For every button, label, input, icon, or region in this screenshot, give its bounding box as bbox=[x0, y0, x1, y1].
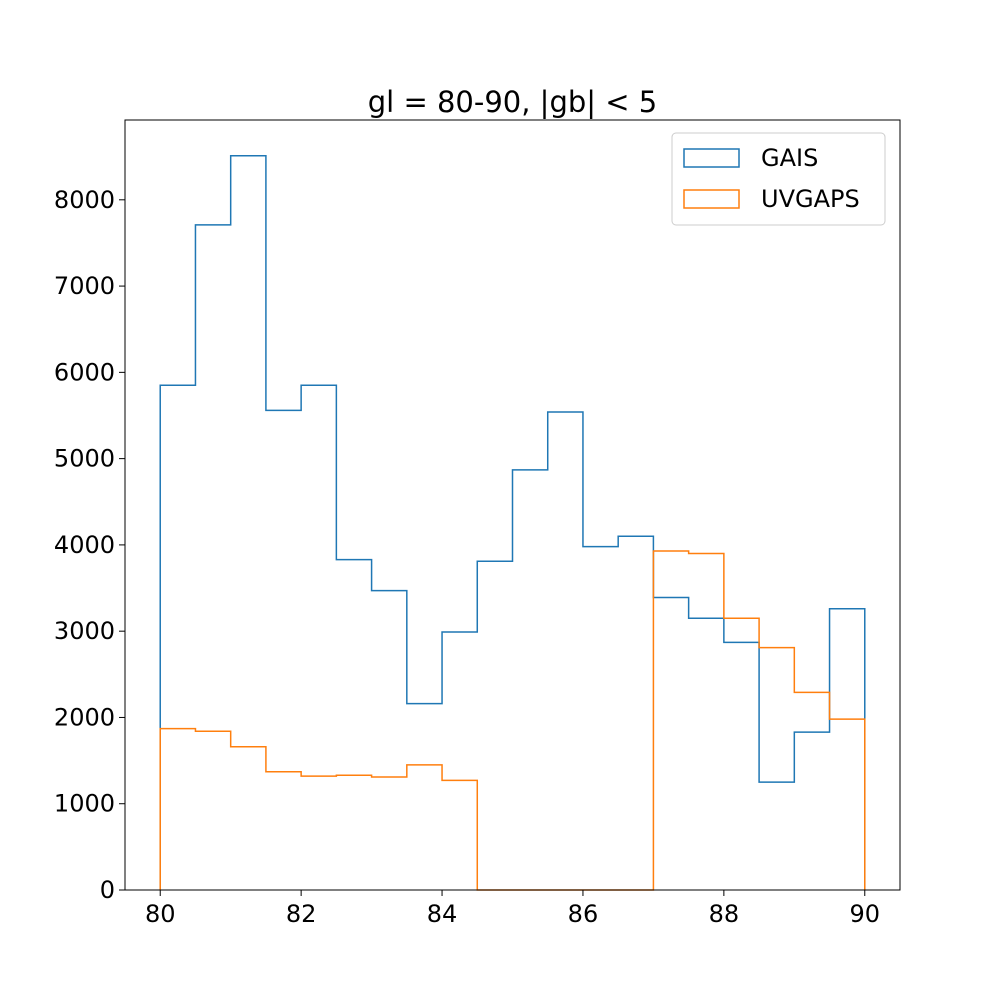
x-tick-label: 88 bbox=[709, 900, 740, 928]
plot-area bbox=[159, 155, 866, 891]
y-tick-label: 7000 bbox=[54, 272, 115, 300]
legend-swatch-gais bbox=[683, 148, 740, 168]
axes: 80 82 84 86 88 90 0 1000 2000 3000 4000 5000 6000 700… bbox=[54, 119, 901, 928]
y-tick-label: 3000 bbox=[54, 617, 115, 645]
x-tick-label: 80 bbox=[145, 900, 176, 928]
y-tick-label: 0 bbox=[100, 876, 115, 904]
x-tick-label: 84 bbox=[427, 900, 458, 928]
x-tick-label: 90 bbox=[849, 900, 880, 928]
histogram-series-gais bbox=[159, 155, 866, 890]
legend-box bbox=[671, 132, 886, 226]
y-tick-label: 1000 bbox=[54, 790, 115, 818]
chart-title: gl = 80-90, |gb| < 5 bbox=[368, 85, 657, 119]
y-tick-label: 2000 bbox=[54, 703, 115, 731]
y-tick-label: 6000 bbox=[54, 358, 115, 386]
legend-label-uvgaps: UVGAPS bbox=[761, 185, 860, 213]
x-tick-label: 82 bbox=[286, 900, 317, 928]
legend: GAIS UVGAPS bbox=[671, 132, 886, 226]
y-tick-label: 5000 bbox=[54, 445, 115, 473]
histogram-series-uvgaps bbox=[159, 550, 866, 891]
x-tick-label: 86 bbox=[568, 900, 599, 928]
legend-swatch-uvgaps bbox=[683, 189, 740, 209]
axes-frame bbox=[124, 119, 901, 891]
y-tick-label: 4000 bbox=[54, 531, 115, 559]
y-tick-label: 8000 bbox=[54, 186, 115, 214]
legend-label-gais: GAIS bbox=[761, 144, 818, 172]
